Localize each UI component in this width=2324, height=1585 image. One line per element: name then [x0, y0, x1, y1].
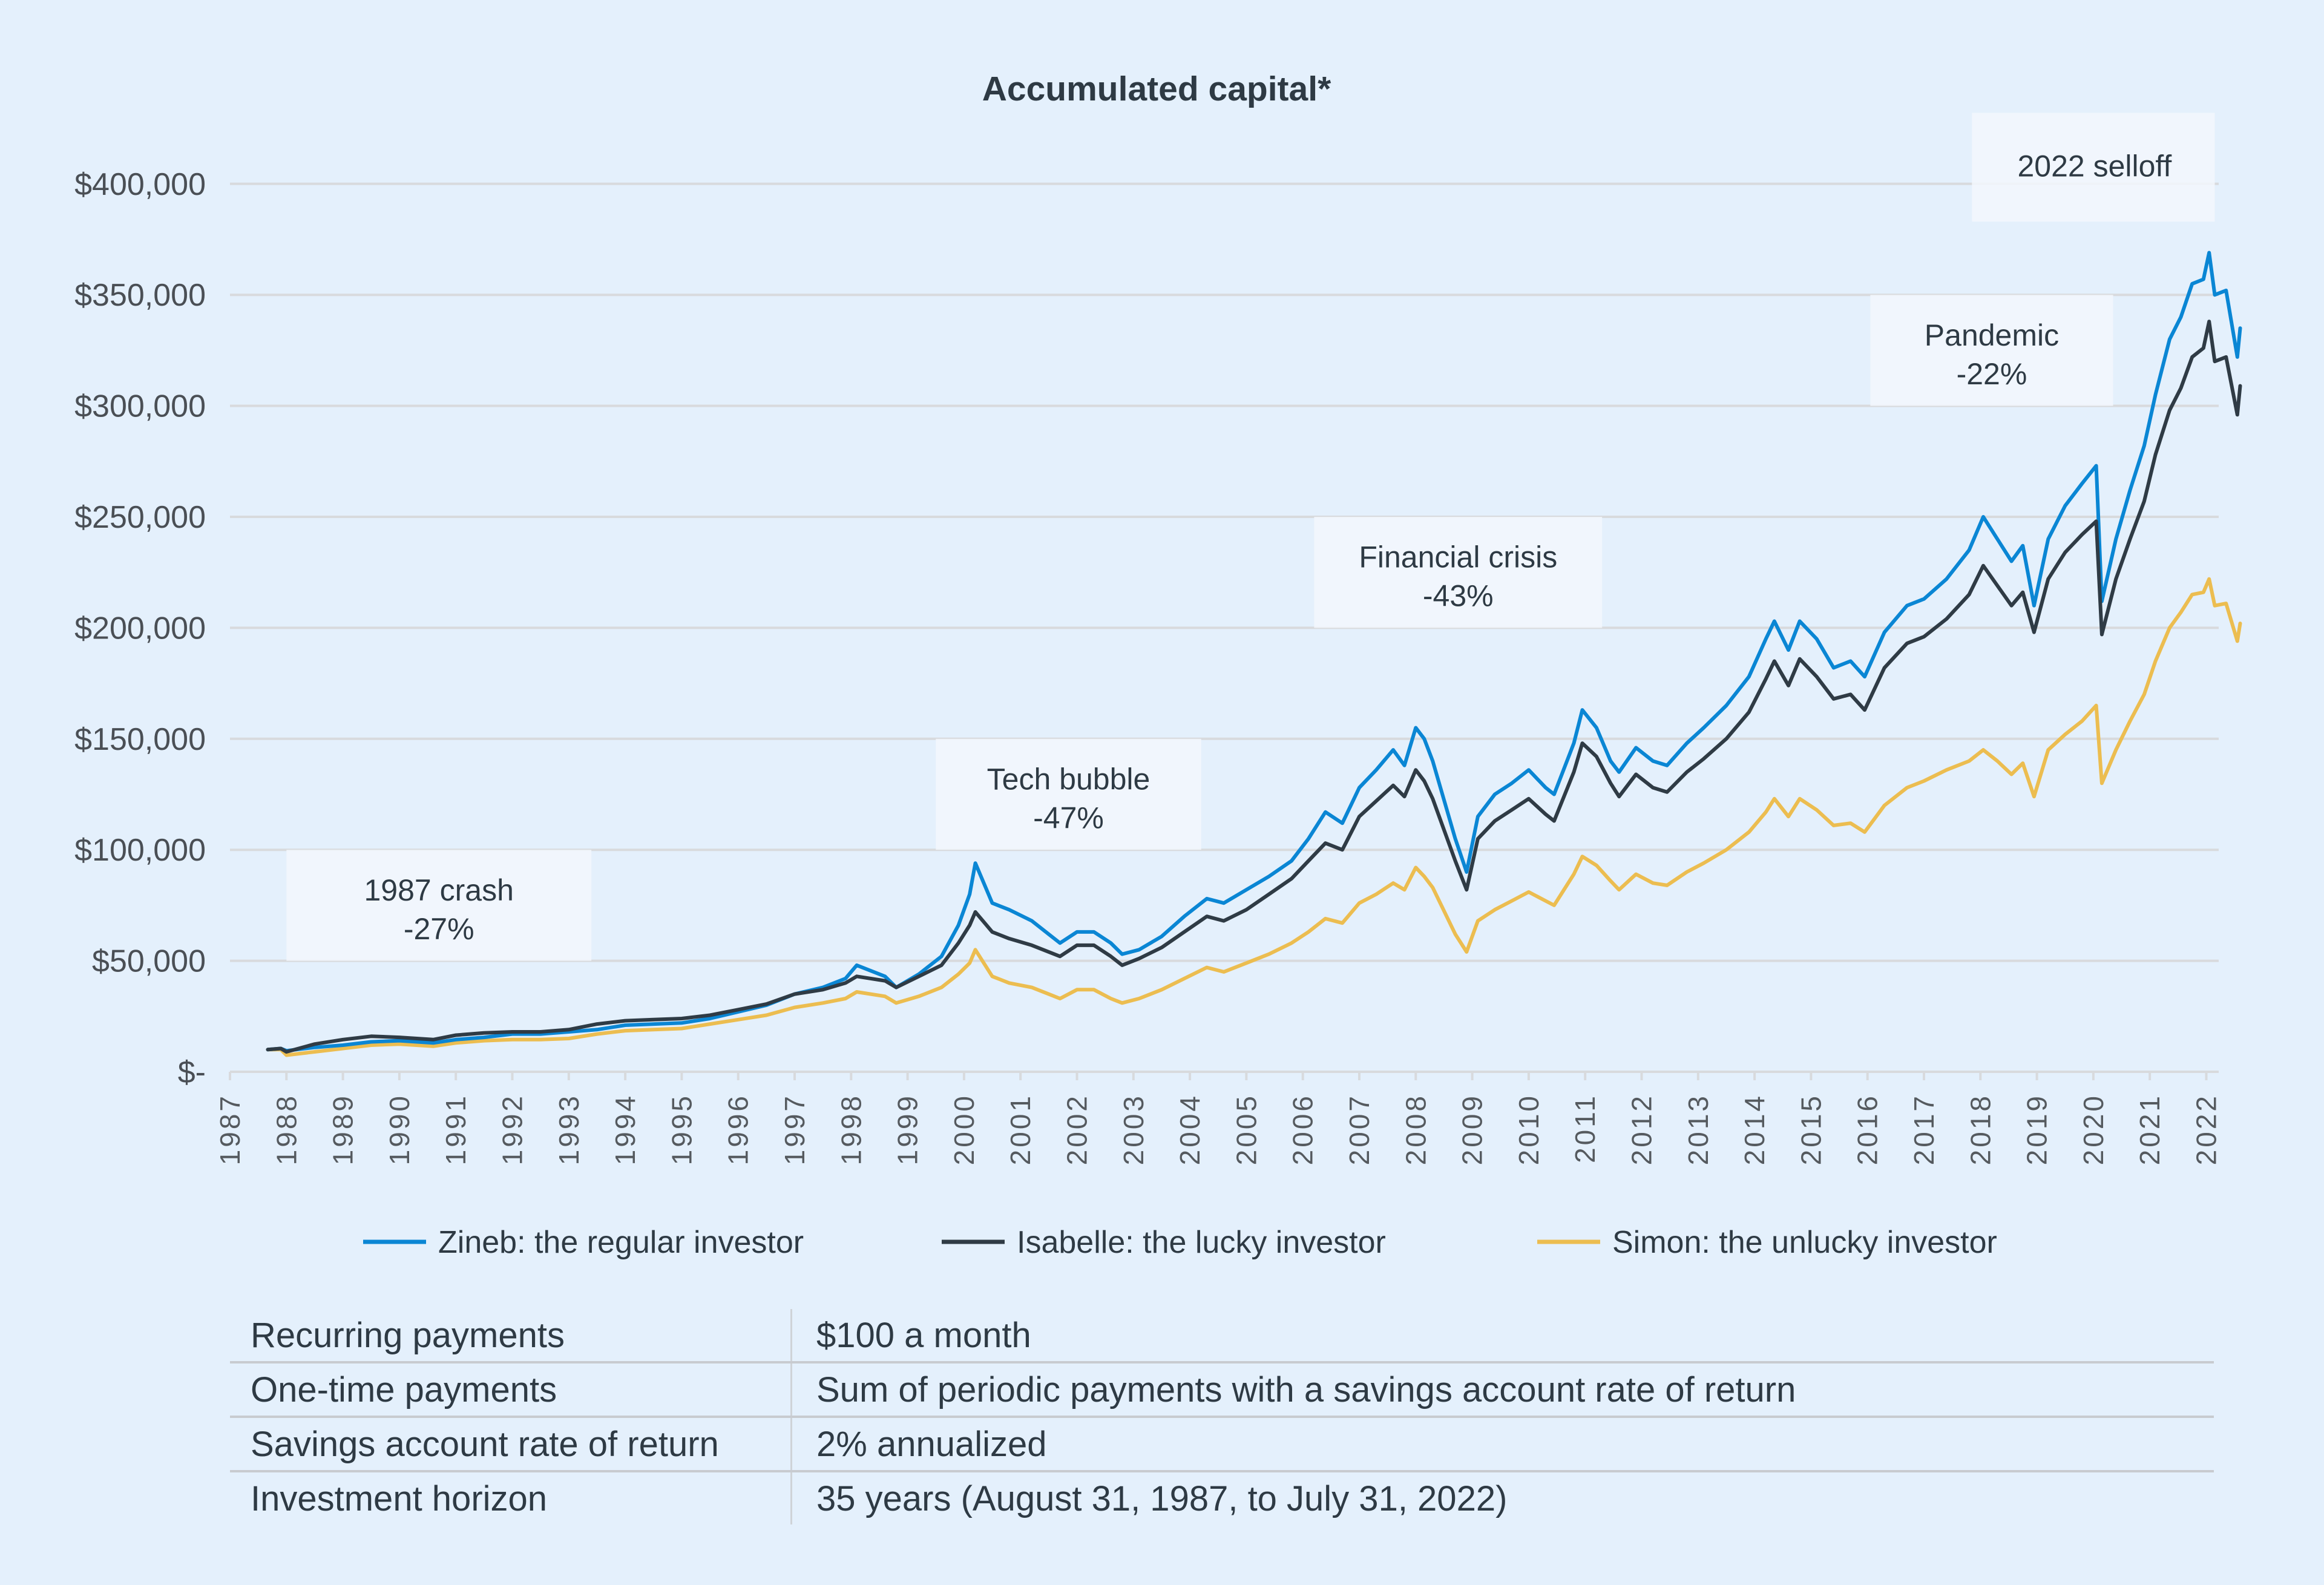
y-tick-label: $100,000	[74, 833, 206, 868]
x-tick-label: 1993	[553, 1094, 585, 1165]
legend-label: Isabelle: the lucky investor	[1017, 1225, 1386, 1260]
legend-item: Zineb: the regular investor	[363, 1225, 804, 1260]
y-tick-label: $150,000	[74, 722, 206, 757]
x-tick-label: 2011	[1569, 1094, 1601, 1163]
table-row: Savings account rate of return 2% annual…	[230, 1416, 2214, 1471]
annotation-drawdown: -27%	[404, 912, 474, 946]
x-tick-label: 1991	[440, 1094, 471, 1165]
y-tick-label: $50,000	[92, 944, 206, 979]
annotation: Tech bubble -47%	[936, 738, 1201, 850]
x-tick-label: 1994	[609, 1094, 641, 1165]
row-value: Sum of periodic payments with a savings …	[791, 1361, 2214, 1417]
annotation-drawdown: -43%	[1423, 579, 1494, 613]
annotation-drawdown: -22%	[1957, 357, 2027, 391]
annotation-box	[936, 738, 1201, 850]
annotation-label: 2022 selloff	[2017, 149, 2171, 183]
x-tick-label: 2016	[1852, 1094, 1883, 1165]
x-tick-label: 2019	[2021, 1094, 2053, 1165]
x-tick-label: 2017	[1908, 1094, 1940, 1165]
x-tick-label: 2007	[1344, 1094, 1375, 1165]
x-tick-label: 2021	[2134, 1094, 2165, 1165]
annotation-box	[1314, 517, 1603, 628]
x-tick-label: 1996	[723, 1094, 754, 1165]
x-tick-label: 2018	[1965, 1094, 1996, 1165]
legend-label: Zineb: the regular investor	[438, 1225, 804, 1260]
legend-item: Isabelle: the lucky investor	[942, 1225, 1386, 1260]
y-tick-label: $300,000	[74, 389, 206, 424]
legend-label: Simon: the unlucky investor	[1612, 1225, 1997, 1260]
table-row: Recurring payments $100 a month	[230, 1309, 2214, 1362]
table-row: One-time payments Sum of periodic paymen…	[230, 1361, 2214, 1417]
x-tick-label: 1995	[666, 1094, 697, 1165]
annotation-box	[1870, 295, 2113, 406]
table-row: Investment horizon 35 years (August 31, …	[230, 1470, 2214, 1524]
row-label: One-time payments	[230, 1361, 792, 1417]
annotation-label: Tech bubble	[987, 763, 1151, 796]
x-tick-label: 1992	[497, 1094, 528, 1165]
annotation: 2022 selloff	[1972, 113, 2215, 222]
annotation: Financial crisis -43%	[1314, 517, 1603, 628]
x-tick-label: 1998	[835, 1094, 867, 1165]
y-tick-label: $200,000	[74, 611, 206, 646]
assumptions-table: Recurring payments $100 a month One-time…	[230, 1309, 2214, 1524]
x-tick-label: 2004	[1174, 1094, 1206, 1165]
y-tick-label: $400,000	[74, 167, 206, 202]
x-tick-label: 1988	[271, 1094, 302, 1165]
row-label: Savings account rate of return	[230, 1416, 792, 1471]
x-tick-label: 2013	[1682, 1094, 1714, 1165]
x-tick-label: 1990	[384, 1094, 415, 1165]
x-tick-label: 2005	[1230, 1094, 1262, 1165]
x-tick-label: 2010	[1513, 1094, 1544, 1165]
annotation-box	[1972, 113, 2215, 222]
x-tick-label: 2008	[1400, 1094, 1431, 1165]
x-tick-label: 1997	[779, 1094, 810, 1165]
annotation: Pandemic -22%	[1870, 295, 2113, 406]
x-axis: 1987 1988 1989 1990 1991 1992 1993 1994 1995 1996…	[214, 1071, 2222, 1165]
annotation-label: Financial crisis	[1359, 540, 1557, 574]
series-line-isabelle	[266, 320, 2242, 1054]
y-tick-label: $250,000	[74, 500, 206, 535]
series-line-simon	[266, 577, 2242, 1057]
x-tick-label: 2014	[1739, 1094, 1770, 1165]
annotation-drawdown: -47%	[1033, 801, 1104, 835]
x-tick-label: 1989	[327, 1094, 359, 1165]
y-tick-label: $350,000	[74, 278, 206, 313]
annotation-label: Pandemic	[1925, 318, 2059, 352]
y-tick-label: $-	[178, 1055, 206, 1090]
x-tick-label: 2015	[1795, 1094, 1827, 1165]
x-tick-label: 2006	[1287, 1094, 1319, 1165]
legend-item: Simon: the unlucky investor	[1537, 1225, 1997, 1260]
x-tick-label: 2009	[1457, 1094, 1488, 1165]
annotation: 1987 crash -27%	[286, 850, 592, 961]
x-tick-label: 2022	[2191, 1094, 2222, 1165]
annotation-box	[286, 850, 592, 961]
x-tick-label: 2000	[948, 1094, 980, 1165]
row-label: Investment horizon	[230, 1470, 792, 1524]
x-tick-label: 2003	[1118, 1094, 1149, 1165]
x-tick-label: 2012	[1626, 1094, 1658, 1165]
x-tick-label: 2020	[2078, 1094, 2109, 1165]
x-tick-label: 2002	[1062, 1094, 1093, 1165]
legend: Zineb: the regular investor Isabelle: the…	[363, 1225, 1997, 1260]
series-lines	[266, 251, 2242, 1057]
annotation-label: 1987 crash	[364, 873, 514, 907]
y-axis: $- $50,000 $100,000 $150,000 $200,000 $250,00…	[74, 167, 206, 1090]
row-value: 35 years (August 31, 1987, to July 31, 2…	[791, 1470, 2214, 1524]
annotations: 1987 crash -27% Tech bubble -47% Financial c…	[286, 113, 2215, 961]
row-value: $100 a month	[816, 1315, 1031, 1355]
row-value: 2% annualized	[791, 1416, 2214, 1471]
row-label: Recurring payments	[230, 1309, 792, 1362]
x-tick-label: 1987	[214, 1094, 246, 1165]
chart-title: Accumulated capital*	[982, 70, 1331, 108]
x-tick-label: 2001	[1005, 1094, 1036, 1165]
x-tick-label: 1999	[892, 1094, 924, 1165]
